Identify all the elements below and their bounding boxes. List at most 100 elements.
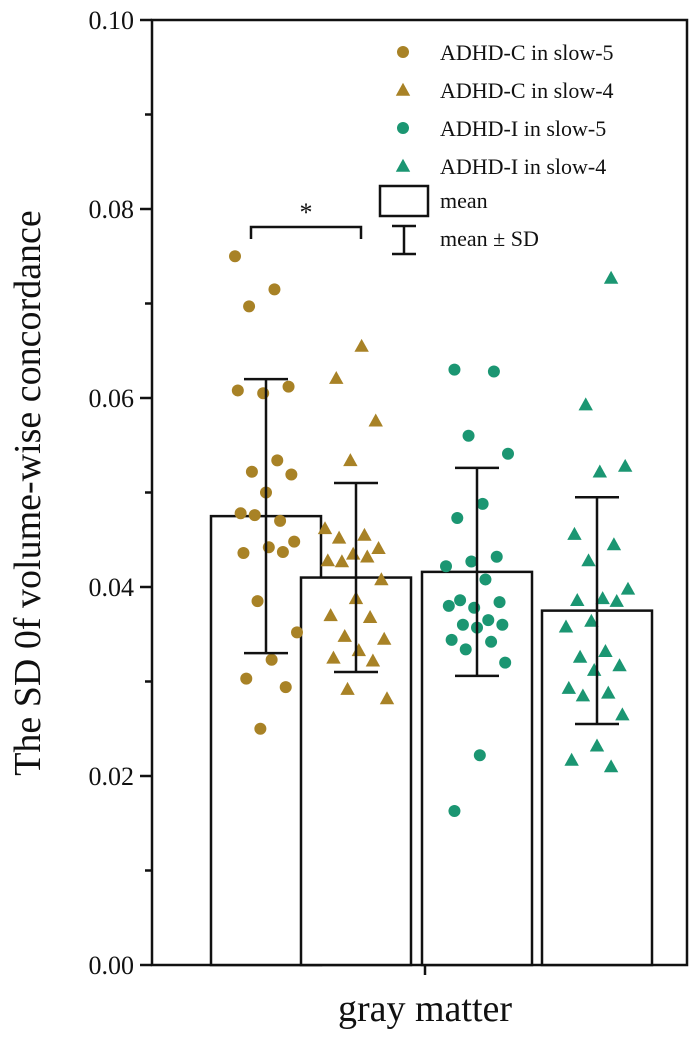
data-point [584, 613, 599, 627]
data-point [440, 560, 452, 573]
data-point [317, 521, 333, 535]
data-point [603, 270, 619, 284]
y-tick-label: 0.10 [89, 6, 135, 35]
data-point [376, 631, 392, 645]
data-point [265, 653, 278, 666]
data-point [276, 546, 289, 559]
data-point [323, 608, 338, 622]
data-point [234, 507, 247, 520]
significance-star: * [300, 198, 313, 227]
data-point [578, 397, 593, 411]
data-point [445, 633, 458, 646]
data-point [245, 465, 258, 478]
legend: ADHD-C in slow-5 ADHD-C in slow-4 ADHD-I i… [378, 40, 614, 256]
data-point [473, 749, 486, 762]
data-point [487, 365, 500, 378]
data-point [337, 628, 352, 642]
data-point [354, 338, 369, 352]
data-point [615, 707, 630, 721]
data-point [279, 681, 292, 694]
data-point [502, 447, 514, 460]
legend-label: ADHD-C in slow-5 [440, 40, 614, 65]
data-point [499, 656, 512, 669]
data-point [274, 514, 287, 527]
data-point [254, 722, 267, 735]
data-point [468, 601, 481, 614]
legend-label: mean [440, 188, 488, 213]
data-point [320, 553, 336, 567]
data-point [240, 672, 253, 685]
y-tick-label: 0.08 [89, 195, 135, 224]
legend-marker [397, 46, 409, 58]
data-point [620, 581, 636, 595]
data-point [603, 759, 619, 773]
data-point [493, 596, 506, 609]
data-point [248, 509, 261, 522]
legend-label: mean ± SD [440, 226, 539, 251]
data-point [231, 384, 244, 397]
legend-marker [397, 122, 409, 134]
data-point [589, 738, 605, 752]
data-points [229, 250, 636, 817]
data-point [237, 546, 250, 559]
data-point [592, 464, 608, 478]
error-bars [244, 377, 619, 726]
data-point [558, 619, 574, 633]
x-category-label: gray matter [338, 988, 512, 1030]
data-point [564, 752, 579, 766]
data-point [581, 553, 596, 567]
data-point [451, 512, 464, 525]
data-point [598, 644, 613, 658]
data-point [282, 380, 295, 393]
data-point [482, 614, 495, 627]
data-point [609, 593, 624, 607]
data-point [442, 599, 455, 612]
y-axis-title: The SD 0f volume-wise concordance [7, 210, 49, 776]
data-point [371, 541, 386, 555]
data-point [291, 626, 303, 639]
y-tick-label: 0.04 [89, 573, 135, 602]
data-point [448, 804, 461, 817]
data-point [454, 594, 467, 607]
y-tick-label: 0.06 [89, 384, 135, 413]
data-point [612, 658, 627, 672]
data-point [334, 554, 350, 568]
data-point [329, 370, 344, 384]
y-tick-label: 0.02 [89, 762, 135, 791]
data-point [456, 618, 469, 631]
data-point [262, 541, 275, 554]
data-point [345, 546, 361, 560]
data-point [595, 591, 610, 605]
data-point [362, 610, 378, 623]
data-point [485, 635, 498, 648]
data-point [251, 595, 264, 608]
data-point [617, 458, 633, 472]
data-point [268, 283, 281, 296]
data-point [490, 550, 503, 563]
bars [209, 514, 654, 967]
legend-marker [395, 158, 411, 172]
data-point [601, 685, 616, 699]
data-point [229, 250, 241, 263]
data-point [343, 453, 358, 467]
data-point [340, 681, 355, 695]
data-point [496, 618, 509, 631]
y-tick-label: 0.00 [89, 951, 135, 980]
data-point [570, 593, 585, 606]
data-point [331, 530, 347, 544]
y-axis: 0.00 0.02 0.04 0.06 0.08 0.10 [89, 6, 152, 980]
data-point [479, 573, 492, 586]
data-point [448, 363, 461, 376]
data-point [288, 535, 301, 548]
data-point [459, 643, 472, 656]
data-point [374, 572, 389, 586]
significance-bracket: * [249, 198, 363, 239]
data-point [606, 537, 622, 551]
legend-label: ADHD-I in slow-5 [440, 116, 606, 141]
data-point [365, 653, 381, 667]
data-point [360, 549, 375, 563]
data-point [243, 300, 256, 313]
data-point [462, 429, 475, 442]
data-point [326, 650, 341, 664]
